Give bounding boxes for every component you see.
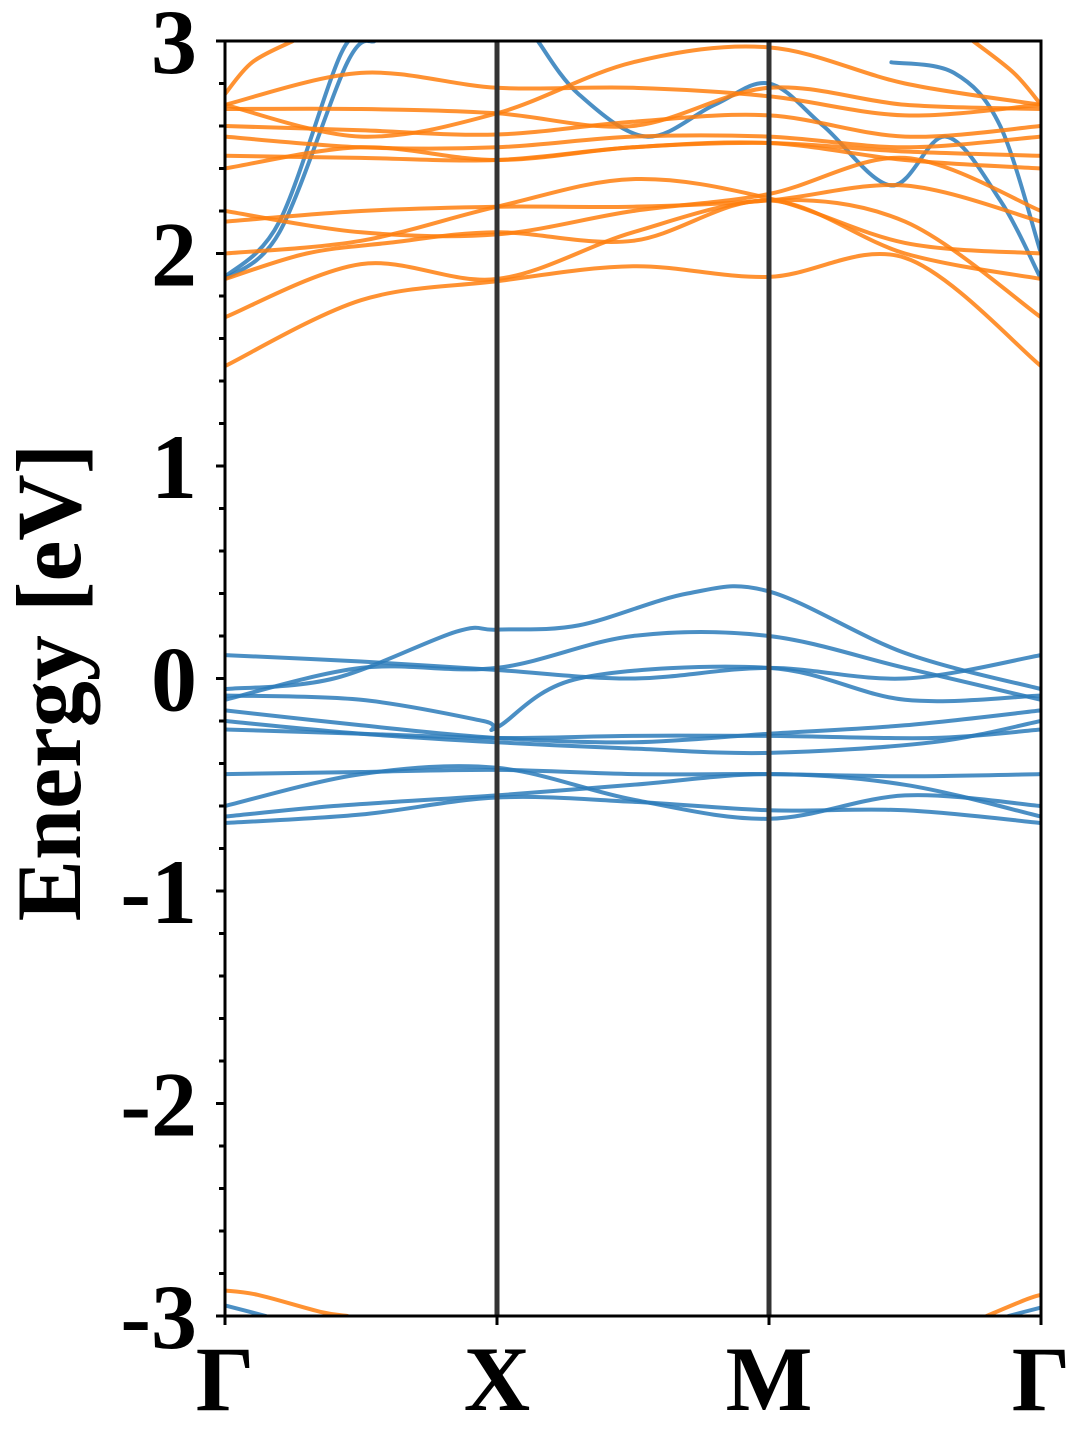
y-tick-label: -1 (120, 841, 197, 943)
valence-band-8 (225, 764, 1041, 821)
conduction-band-29 (225, 44, 1041, 139)
valence-band-4 (225, 708, 1041, 745)
conduction-band-31 (971, 41, 1041, 107)
conduction-band-33 (984, 1292, 1041, 1316)
conduction-band-18 (225, 197, 1041, 320)
valence-band-9 (225, 772, 1041, 819)
y-tick-label: 1 (151, 416, 197, 518)
conduction-band-17 (225, 252, 1041, 369)
conduction-band-28 (225, 70, 1041, 118)
valence-band-12 (225, 41, 372, 279)
conduction-band-21 (225, 182, 1041, 224)
y-tick-label: -2 (120, 1054, 197, 1156)
conduction-band-24 (225, 140, 1041, 163)
band-lines (225, 41, 1041, 1316)
valence-band-7 (225, 767, 1041, 779)
y-axis-title: Energy [eV] (0, 444, 100, 922)
valence-band-15 (225, 1303, 268, 1316)
x-tick-label: M (726, 1328, 813, 1430)
x-tick-label: Γ (196, 1328, 255, 1430)
valence-band-0 (225, 653, 1041, 681)
conduction-band-19 (225, 198, 1041, 281)
conduction-band-20 (225, 176, 1041, 256)
valence-band-10 (225, 794, 1041, 825)
valence-band-2 (225, 630, 1041, 702)
conduction-band-26 (225, 112, 1041, 139)
x-tick-label: Γ (1012, 1328, 1071, 1430)
conduction-band-25 (225, 133, 1041, 151)
y-tick-label: 3 (151, 0, 197, 93)
y-axis-ticks: 3 2 1 0 -1 -2 -3 (120, 0, 225, 1368)
y-tick-label: 0 (151, 629, 197, 731)
valence-band-3 (225, 664, 1041, 732)
conduction-band-27 (225, 85, 1041, 129)
y-tick-label: 2 (151, 204, 197, 306)
conduction-band-22 (225, 155, 1041, 239)
y-tick-label: -3 (120, 1266, 197, 1368)
conduction-band-30 (225, 41, 295, 97)
x-tick-label: X (464, 1328, 530, 1430)
valence-band-6 (225, 727, 1041, 741)
high-symmetry-lines (494, 41, 772, 1316)
